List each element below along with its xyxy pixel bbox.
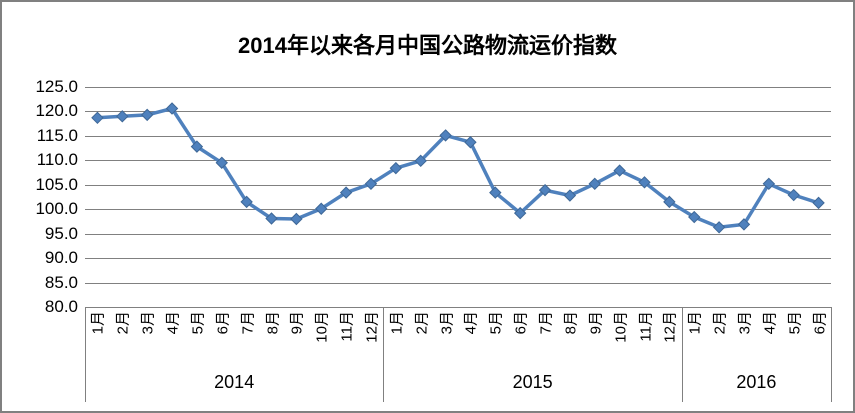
x-axis-month-label: 10月 <box>612 311 630 343</box>
y-axis-tick-label: 125.0 <box>35 77 78 96</box>
x-axis-month-label: 9月 <box>288 311 306 335</box>
y-axis-tick-label: 105.0 <box>35 174 78 194</box>
x-axis-month-label: 3月 <box>438 311 456 335</box>
x-axis-month-label: 12月 <box>363 311 381 343</box>
y-axis-tick-label: 100.0 <box>35 199 78 219</box>
y-axis-tick-label: 95.0 <box>44 223 78 243</box>
y-axis-tick-label: 85.0 <box>44 272 78 292</box>
x-axis-month-label: 12月 <box>661 311 679 343</box>
y-axis-tick-label: 110.0 <box>36 150 78 170</box>
x-axis-month-label: 3月 <box>736 311 754 335</box>
y-axis-tick-label: 120.0 <box>35 101 78 121</box>
x-axis-month-label: 7月 <box>537 311 555 335</box>
x-axis-month-label: 6月 <box>214 311 232 335</box>
x-axis-month-label: 7月 <box>239 311 257 335</box>
x-axis-month-label: 6月 <box>512 311 530 335</box>
x-axis-month-label: 8月 <box>264 311 281 335</box>
y-axis-tick-label: 80.0 <box>44 297 78 316</box>
x-axis-month-label: 5月 <box>487 311 505 335</box>
y-axis-tick-label: 115.0 <box>36 125 78 145</box>
x-axis-month-label: 4月 <box>761 311 779 335</box>
x-axis-month-label: 9月 <box>587 311 605 335</box>
x-axis-month-label: 5月 <box>786 311 804 335</box>
x-axis-month-label: 1月 <box>388 311 406 335</box>
x-axis-year-label: 2014 <box>214 372 255 392</box>
x-axis-month-label: 10月 <box>313 311 331 343</box>
x-axis-year-label: 2016 <box>736 372 777 392</box>
x-axis-month-label: 3月 <box>139 311 157 335</box>
x-axis-month-label: 11月 <box>637 311 654 342</box>
x-axis-month-label: 4月 <box>164 311 182 335</box>
x-axis-month-label: 5月 <box>189 311 207 335</box>
x-axis-month-label: 11月 <box>338 311 356 342</box>
x-axis-month-label: 1月 <box>89 311 107 335</box>
x-axis-month-label: 2月 <box>413 311 431 335</box>
x-axis-month-label: 6月 <box>811 311 829 335</box>
x-axis-month-label: 2月 <box>114 311 132 335</box>
x-axis-month-label: 4月 <box>462 311 480 335</box>
x-axis-month-label: 1月 <box>686 311 704 335</box>
x-axis-month-label: 2月 <box>711 311 729 335</box>
x-axis-year-label: 2015 <box>512 372 553 392</box>
chart-title: 2014年以来各月中国公路物流运价指数 <box>238 33 617 58</box>
x-axis-month-label: 8月 <box>562 311 580 335</box>
y-axis-tick-label: 90.0 <box>44 248 78 268</box>
